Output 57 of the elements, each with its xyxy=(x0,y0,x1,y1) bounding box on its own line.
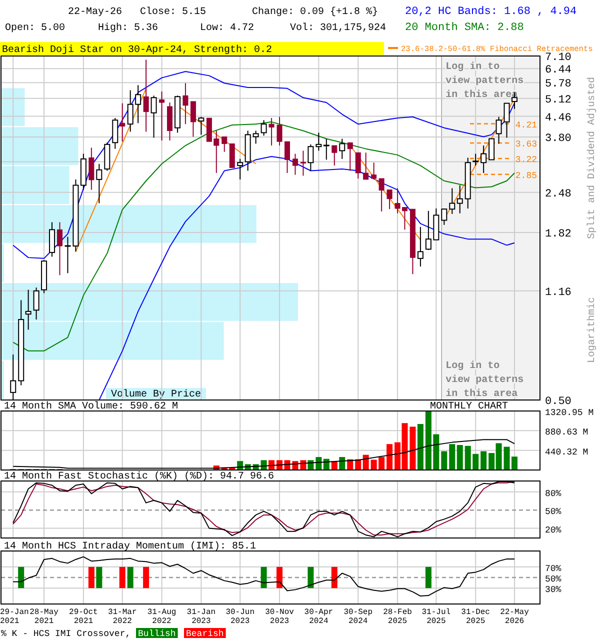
y-tick-label: 20% xyxy=(545,525,562,536)
y-tick-label: 1320.95 M xyxy=(545,408,594,418)
x-tick-label: 30-Apr 2024 xyxy=(304,608,334,626)
ref-line-label: 4.21 xyxy=(515,120,537,130)
x-tick-label: 30-Nov 2023 xyxy=(265,608,294,626)
y-tick-label: 1.82 xyxy=(545,228,572,240)
x-tick-label: 31-Dec 2025 xyxy=(461,608,490,626)
y-tick-label: 2.48 xyxy=(545,188,572,200)
x-tick-label: 29-Jan 2021 xyxy=(0,608,30,626)
y-tick-label: 80% xyxy=(545,488,562,499)
chart-title: 14 Month Fast Stochastic (%K) (%D): 94.7 96.6 xyxy=(4,470,274,482)
chart-title: 14 Month SMA Volume: 590.62 M xyxy=(4,400,178,412)
ref-line-label: 3.63 xyxy=(515,139,537,150)
text: Logarithmic xyxy=(586,296,598,364)
x-tick-label: 28-Feb 2025 xyxy=(383,608,412,626)
y-tick-label: 3.80 xyxy=(545,133,572,146)
y-tick-label: 4.46 xyxy=(545,112,572,124)
y-axis-title: Split and Dividend Adjusted xyxy=(586,76,598,240)
band-label: Log in to view patterns in this area xyxy=(446,360,524,400)
x-tick-label: 31-Jul 2025 xyxy=(422,608,451,626)
text: Vol: 301,175,924 xyxy=(290,22,386,34)
y-tick-label: 50% xyxy=(545,507,562,518)
text: Close: 5.15 xyxy=(140,6,206,18)
x-tick-label: 30-Sep 2024 xyxy=(344,608,373,626)
text: 20,2 HC Bands: 1.68 , 4.94 xyxy=(405,6,578,18)
x-tick-label: 30-Jun 2023 xyxy=(226,608,255,626)
y-tick-label: 0.50 xyxy=(545,396,572,408)
text: 20 Month SMA: 2.88 xyxy=(405,22,524,34)
text: Low: 4.72 xyxy=(200,23,254,34)
x-tick-label: 28-May 2021 xyxy=(30,608,59,626)
legend-title: % K - HCS IMI Crossover, xyxy=(1,629,131,639)
y-tick-label: 50% xyxy=(545,574,562,584)
y-tick-label: 70% xyxy=(545,564,562,574)
chart-title: 14 Month HCS Intraday Momentum (IMI): 85.1 xyxy=(4,540,256,552)
y-tick-label: 30% xyxy=(545,585,562,596)
text: High: 5.36 xyxy=(98,22,158,34)
ref-line-label: 2.85 xyxy=(515,170,537,181)
x-tick-label: 31-Mar 2022 xyxy=(108,608,137,626)
y-tick-label: 440.32 M xyxy=(545,447,588,458)
x-tick-label: 31-Aug 2022 xyxy=(147,608,176,626)
y-tick-label: 880.63 M xyxy=(545,428,588,438)
x-tick-label: 22-May 2026 xyxy=(500,608,530,626)
ref-line-label: 3.22 xyxy=(515,155,537,166)
text: Open: 5.00 xyxy=(5,23,66,34)
y-tick-label: 5.12 xyxy=(545,94,572,106)
text: Bullish xyxy=(138,629,176,639)
y-tick-label: 1.16 xyxy=(545,286,572,299)
y-tick-label: 5.78 xyxy=(545,78,572,91)
y-tick-label: 7.10 xyxy=(545,52,572,64)
text: Bearish xyxy=(186,629,224,639)
x-tick-label: 31-Jan 2023 xyxy=(186,608,216,626)
annotation: MONTHLY CHART xyxy=(430,402,508,412)
y-tick-label: 6.44 xyxy=(545,64,572,77)
text: 22-May-26 xyxy=(68,7,122,18)
text: Change: 0.09 {+1.8 %} xyxy=(252,6,378,18)
x-tick-label: 29-Oct 2021 xyxy=(69,608,98,626)
chart-subtitle: Bearish Doji Star on 30-Apr-24, Strength: 0.2 xyxy=(2,44,272,56)
